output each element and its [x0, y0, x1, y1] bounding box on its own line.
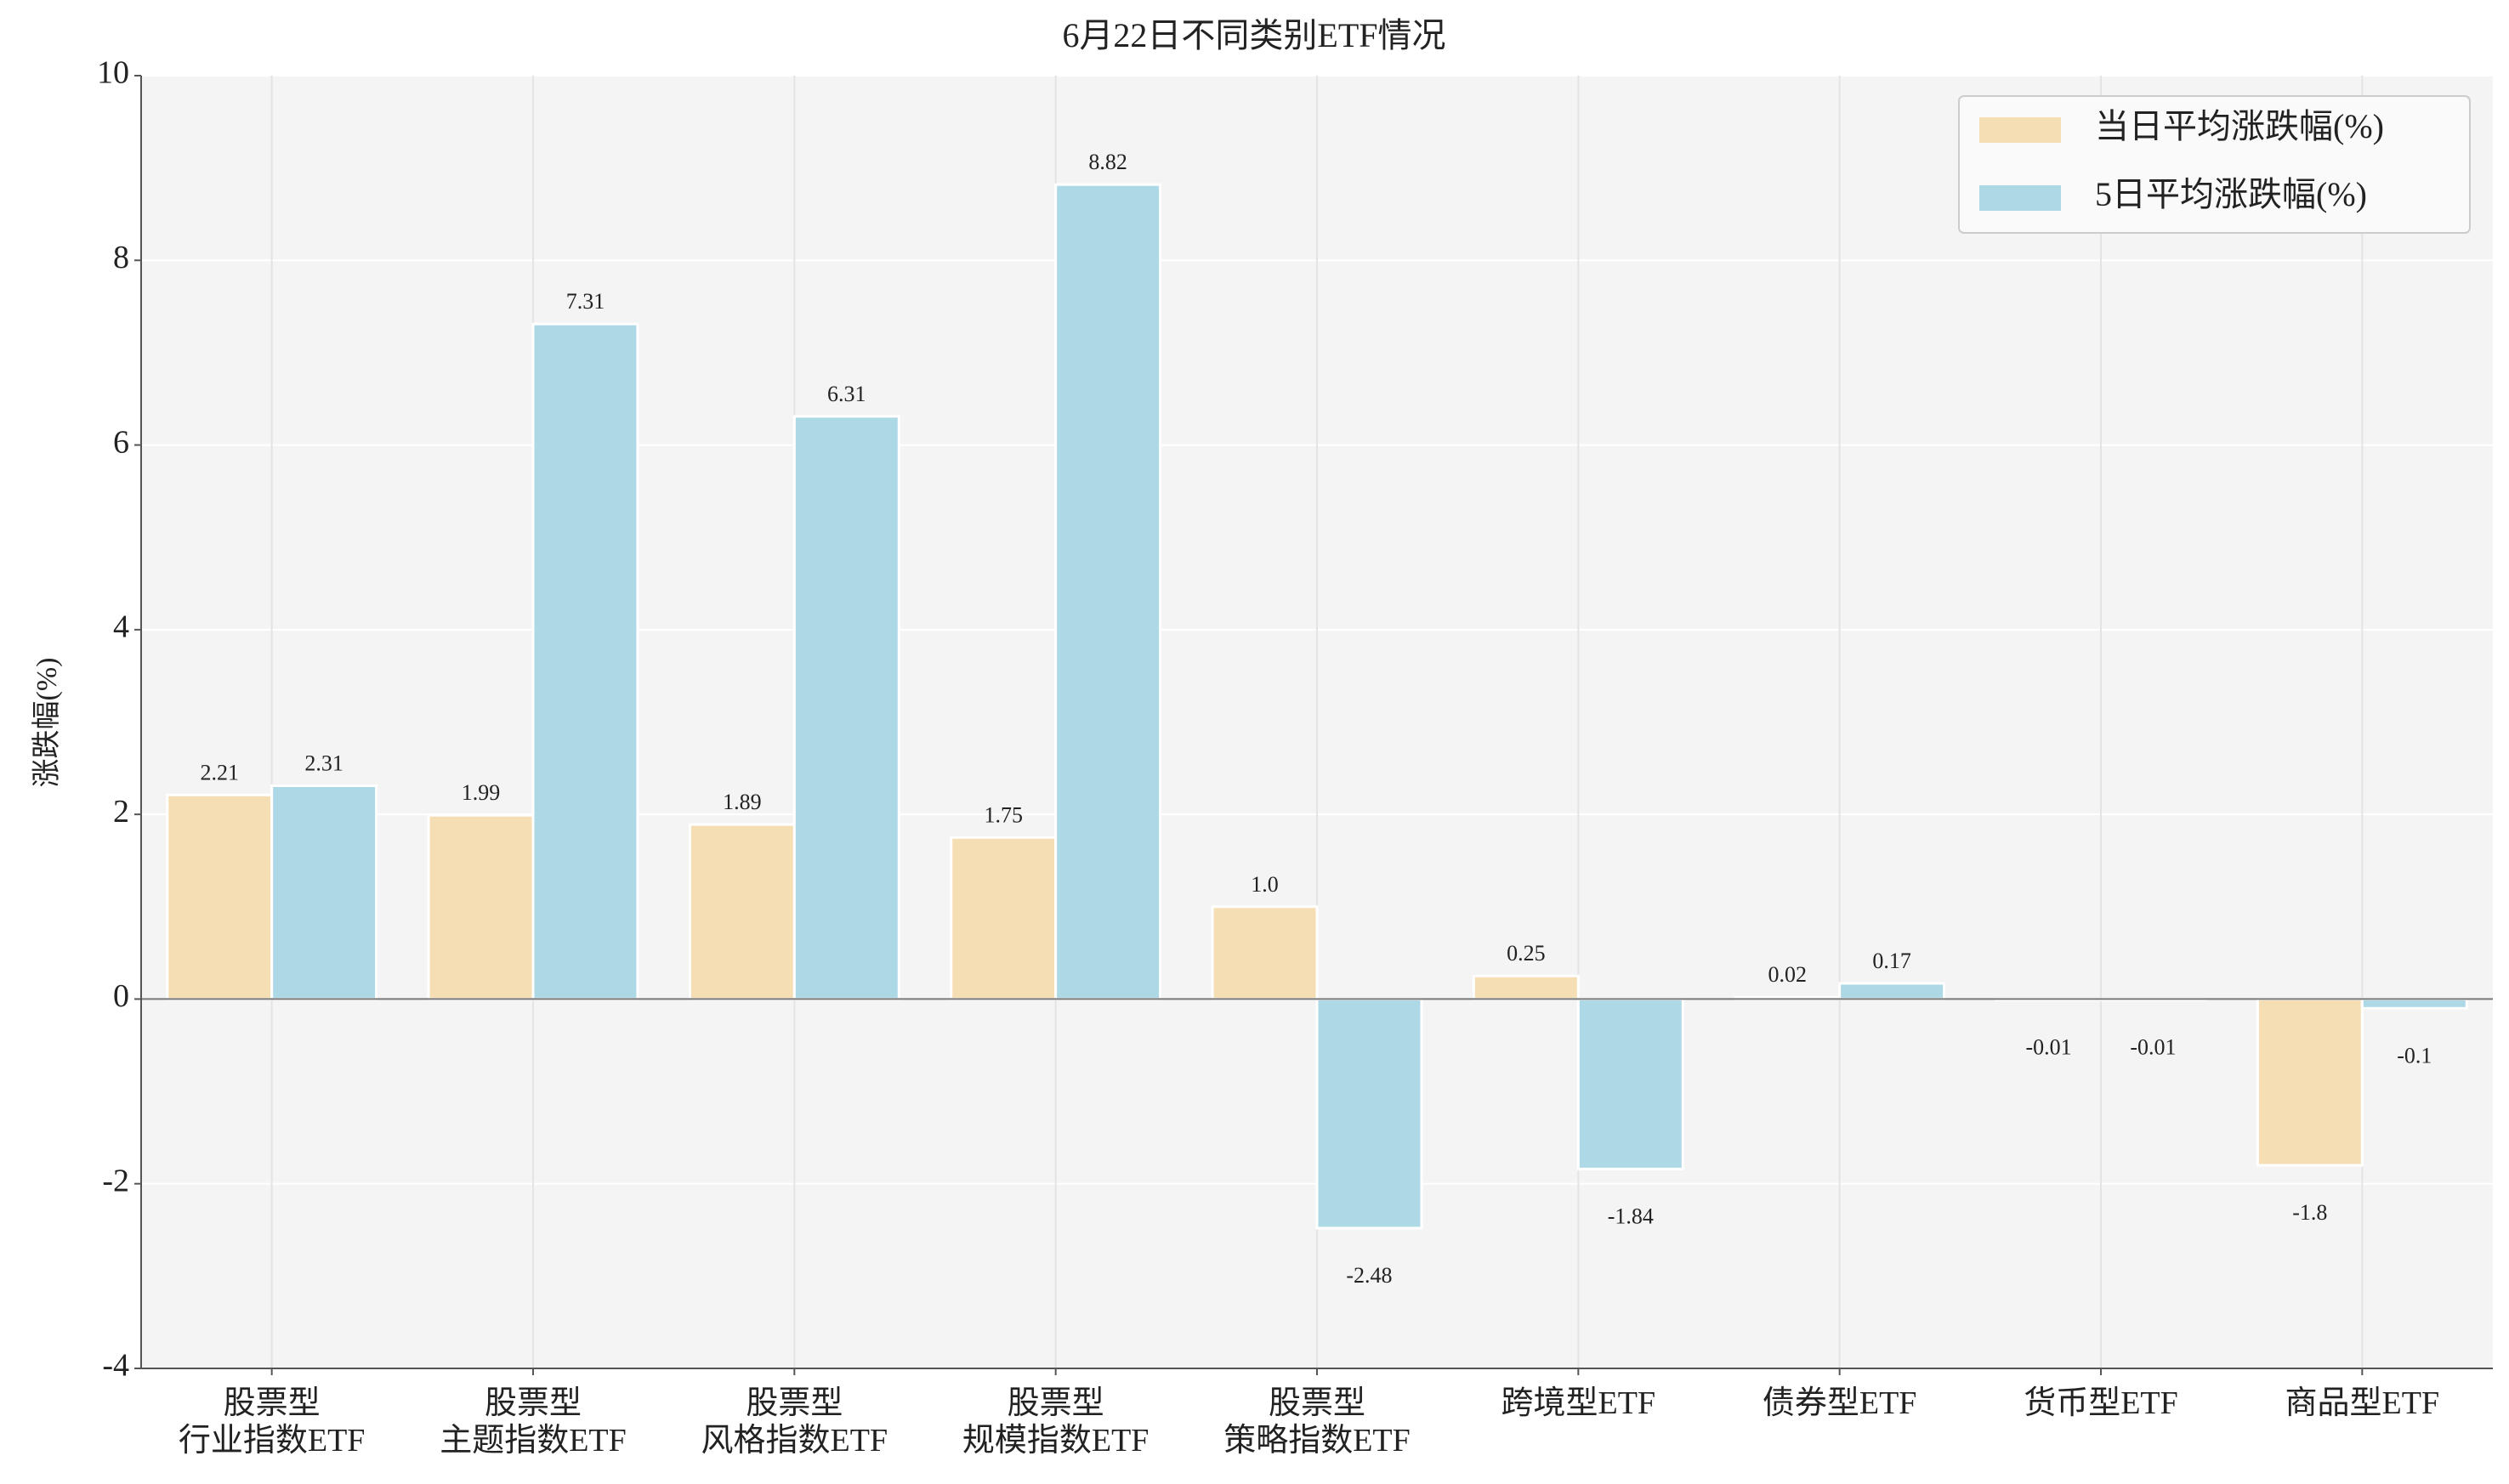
x-tick-label: 股票型行业指数ETF [179, 1385, 366, 1459]
value-label: -1.8 [2292, 1200, 2327, 1225]
value-label: 2.31 [304, 750, 343, 775]
x-tick-label-line: 股票型 [746, 1385, 843, 1421]
x-tick-label-line: 行业指数ETF [179, 1423, 366, 1459]
bar [2256, 997, 2364, 1167]
x-tick-label-line: 股票型 [485, 1385, 582, 1421]
x-tick-label-line: 货币型ETF [2024, 1385, 2178, 1421]
value-label: 0.25 [1507, 941, 1546, 966]
legend-label: 5日平均涨跌幅(%) [2095, 175, 2367, 213]
bar [1315, 997, 1423, 1230]
x-tick-label: 跨境型ETF [1501, 1385, 1656, 1421]
chart-title: 6月22日不同类别ETF情况 [1062, 16, 1445, 54]
bar [950, 835, 1058, 1000]
bar [1472, 974, 1580, 1000]
y-tick-label: 6 [113, 424, 129, 460]
y-axis-label: 涨跌幅(%) [31, 658, 63, 788]
x-tick-label-line: 风格指数ETF [701, 1423, 888, 1459]
y-tick-label: 2 [113, 794, 129, 830]
y-tick-label: 10 [97, 55, 129, 91]
value-label: 2.21 [200, 760, 239, 784]
bar [270, 784, 378, 1000]
x-tick-label-line: 主题指数ETF [440, 1423, 627, 1459]
value-label: 7.31 [566, 289, 605, 314]
value-label: -2.48 [1346, 1263, 1392, 1288]
x-tick-label: 股票型策略指数ETF [1223, 1385, 1411, 1459]
value-label: 1.99 [462, 780, 501, 805]
value-label: 1.0 [1251, 872, 1279, 897]
bar [1211, 905, 1319, 1000]
bar [792, 415, 900, 1000]
bar [166, 793, 274, 1000]
legend-swatch [1979, 117, 2061, 143]
bar [2360, 997, 2468, 1010]
bar [1576, 997, 1684, 1170]
x-tick-label-line: 商品型ETF [2285, 1385, 2440, 1421]
value-label: 1.75 [984, 802, 1023, 827]
value-label: 8.82 [1088, 150, 1127, 174]
legend-box [1958, 95, 2471, 234]
y-tick-label: -4 [102, 1348, 129, 1384]
bar [427, 813, 535, 1000]
legend-label: 当日平均涨跌幅(%) [2095, 107, 2384, 145]
bar [1838, 982, 1946, 1000]
x-tick-label: 股票型风格指数ETF [701, 1385, 888, 1459]
x-tick-label: 货币型ETF [2024, 1385, 2178, 1421]
y-tick-label: 4 [113, 609, 129, 645]
value-label: 0.02 [1768, 962, 1807, 987]
value-label: -0.01 [2130, 1034, 2176, 1059]
x-tick-label-line: 股票型 [224, 1385, 321, 1421]
legend-swatch [1979, 185, 2061, 211]
bar [688, 823, 796, 1000]
bar [1054, 183, 1162, 1000]
x-tick-label-line: 股票型 [1008, 1385, 1104, 1421]
x-tick-label-line: 债券型ETF [1763, 1385, 1917, 1421]
y-tick-label: 8 [113, 240, 129, 275]
x-tick-label: 股票型规模指数ETF [962, 1385, 1149, 1459]
bar [531, 322, 639, 1000]
value-label: 0.17 [1872, 949, 1911, 973]
x-tick-label-line: 股票型 [1269, 1385, 1365, 1421]
x-tick-label: 股票型主题指数ETF [440, 1385, 627, 1459]
y-tick-label: -2 [102, 1163, 129, 1198]
value-label: -1.84 [1608, 1204, 1654, 1228]
x-tick-label: 商品型ETF [2285, 1385, 2440, 1421]
value-label: -0.1 [2397, 1043, 2432, 1068]
value-label: 6.31 [827, 382, 866, 406]
value-label: 1.89 [723, 790, 762, 814]
x-tick-label: 债券型ETF [1763, 1385, 1917, 1421]
x-tick-label-line: 规模指数ETF [962, 1423, 1149, 1459]
x-tick-label-line: 策略指数ETF [1223, 1423, 1411, 1459]
y-tick-label: 0 [113, 978, 129, 1014]
x-tick-label-line: 跨境型ETF [1501, 1385, 1656, 1421]
value-label: -0.01 [2025, 1034, 2071, 1059]
